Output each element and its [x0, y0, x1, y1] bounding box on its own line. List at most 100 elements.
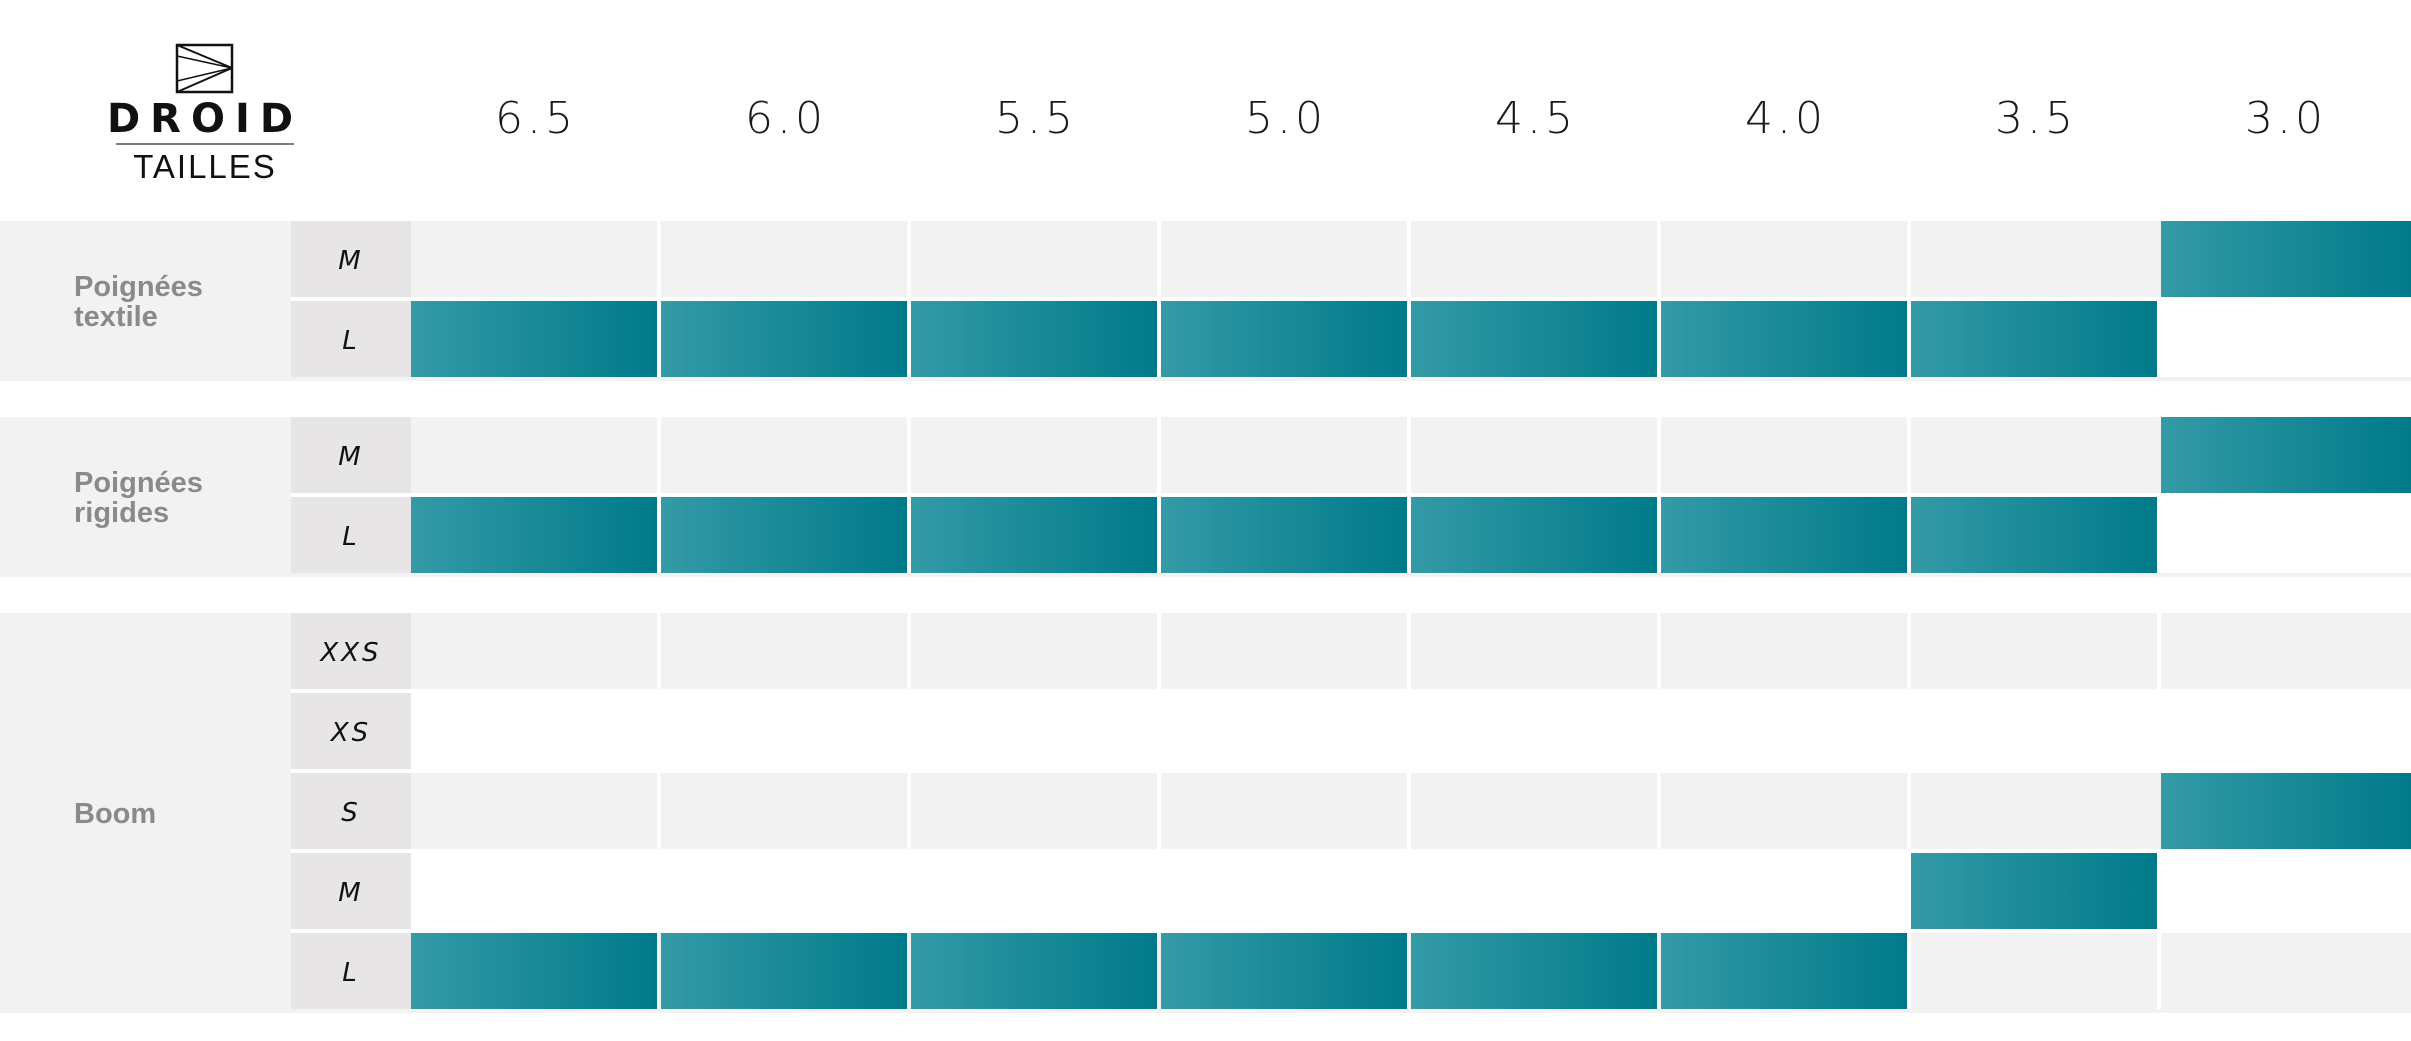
size-label: L — [342, 958, 360, 988]
fit-cell — [661, 497, 907, 573]
chart-body: M L Poignées textile M L Poignées rigides XXS XS S… — [0, 221, 2411, 1013]
fit-cell — [1661, 497, 1907, 573]
fit-cell — [911, 301, 1157, 377]
size-label: L — [342, 326, 360, 356]
cell-separator — [1657, 221, 1661, 297]
cell-separator — [2157, 933, 2161, 1009]
cell-separator — [1907, 933, 1911, 1009]
cell-separator — [907, 773, 911, 849]
group-label: Poignées rigides — [74, 467, 203, 529]
fit-cell — [1661, 933, 1907, 1009]
size-row: XS — [291, 689, 2411, 769]
fit-cell — [411, 301, 657, 377]
row-separator — [291, 769, 2411, 773]
cell-separator — [1657, 773, 1661, 849]
size-cell — [291, 497, 411, 573]
cell-separator — [1657, 613, 1661, 689]
column-header: 4.5 — [1495, 93, 1577, 144]
size-row: L — [291, 929, 2411, 1009]
cell-separator — [1407, 417, 1411, 493]
cell-separator — [657, 613, 661, 689]
size-cell — [291, 773, 411, 849]
group-label: Poignées textile — [74, 271, 203, 333]
fit-cell — [1161, 301, 1407, 377]
cell-separator — [657, 417, 661, 493]
size-row: M — [291, 849, 2411, 929]
size-cell — [291, 693, 411, 769]
fit-cell — [1661, 301, 1907, 377]
size-group: XXS XS S M L Boom — [0, 613, 2411, 1013]
cell-separator — [1907, 773, 1911, 849]
fit-cell — [1161, 497, 1407, 573]
cell-separator — [1407, 613, 1411, 689]
column-header: 6.5 — [495, 93, 577, 144]
fit-cell — [1911, 853, 2157, 929]
fit-cell — [2161, 417, 2411, 493]
column-header: 4.0 — [1745, 93, 1827, 144]
fit-cell — [411, 933, 657, 1009]
cell-separator — [1157, 613, 1161, 689]
row-separator — [291, 493, 2411, 497]
fit-cell — [661, 301, 907, 377]
droid-logo-icon — [175, 43, 234, 94]
cell-separator — [1407, 221, 1411, 297]
logo-subtitle: TAILLES — [133, 148, 277, 185]
cell-separator — [1157, 221, 1161, 297]
cell-separator — [1907, 613, 1911, 689]
cell-separator — [2157, 613, 2161, 689]
size-row: XXS — [291, 613, 2411, 689]
row-background — [411, 693, 2411, 769]
cell-separator — [907, 613, 911, 689]
column-header: 5.5 — [995, 93, 1077, 144]
fit-cell — [2161, 773, 2411, 849]
fit-cell — [411, 497, 657, 573]
row-separator — [291, 689, 2411, 693]
row-separator — [291, 849, 2411, 853]
size-cell — [291, 221, 411, 297]
cell-separator — [1907, 221, 1911, 297]
size-label: M — [338, 878, 363, 908]
cell-separator — [907, 221, 911, 297]
size-cell — [291, 853, 411, 929]
size-cell — [291, 417, 411, 493]
size-label: L — [342, 522, 360, 552]
size-label: M — [338, 442, 363, 472]
row-separator — [291, 297, 2411, 301]
column-header: 3.0 — [2245, 93, 2327, 144]
size-cell — [291, 933, 411, 1009]
cell-separator — [1657, 417, 1661, 493]
fit-cell — [911, 933, 1157, 1009]
column-header: 5.0 — [1245, 93, 1327, 144]
fit-cell — [2161, 221, 2411, 297]
fit-cell — [1911, 497, 2157, 573]
size-row: M — [291, 221, 2411, 297]
size-cell — [291, 613, 411, 689]
size-row: S — [291, 769, 2411, 849]
size-label: S — [341, 798, 361, 828]
size-group: M L Poignées textile — [0, 221, 2411, 381]
group-label: Boom — [74, 798, 156, 830]
size-cell — [291, 301, 411, 377]
cell-separator — [657, 221, 661, 297]
logo: DROID TAILLES — [107, 43, 303, 185]
logo-brand: DROID — [107, 96, 303, 142]
size-row: M — [291, 417, 2411, 493]
column-headers: 6.5 6.0 5.5 5.0 4.5 4.0 3.5 3.0 — [495, 93, 2327, 144]
column-header: 6.0 — [745, 93, 827, 144]
fit-cell — [1411, 497, 1657, 573]
size-row: L — [291, 297, 2411, 377]
cell-separator — [907, 417, 911, 493]
size-label: XS — [329, 718, 371, 748]
fit-cell — [1411, 301, 1657, 377]
size-label: XXS — [318, 638, 381, 668]
size-label: M — [338, 246, 363, 276]
cell-separator — [1407, 773, 1411, 849]
fit-cell — [911, 497, 1157, 573]
size-row: L — [291, 493, 2411, 573]
fit-cell — [1411, 933, 1657, 1009]
column-header: 3.5 — [1995, 93, 2077, 144]
fit-cell — [1911, 301, 2157, 377]
fit-cell — [1161, 933, 1407, 1009]
size-group: M L Poignées rigides — [0, 417, 2411, 577]
